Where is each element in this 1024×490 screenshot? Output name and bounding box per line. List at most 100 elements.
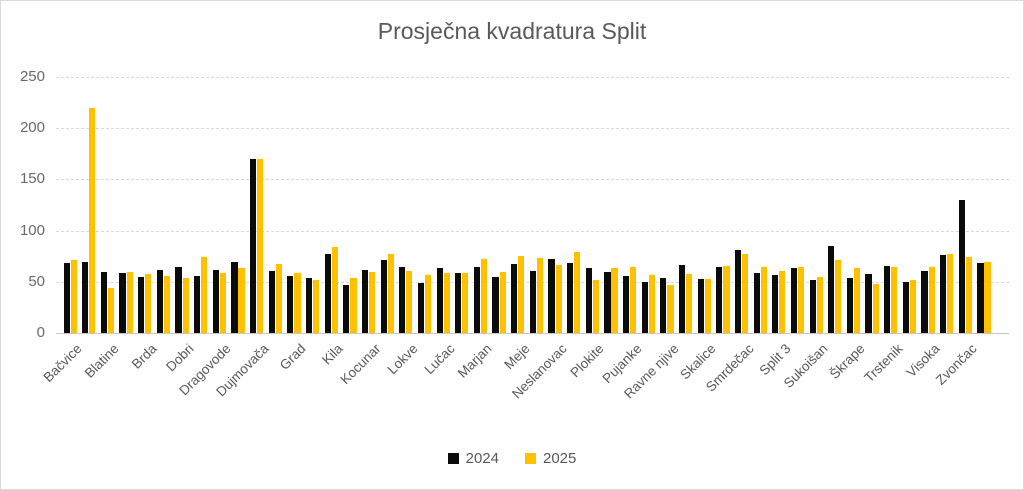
- bar-2024: [902, 281, 909, 333]
- bar-2025: [667, 284, 674, 333]
- y-axis-tick-label: 0: [36, 323, 45, 341]
- bar-2025: [499, 271, 506, 333]
- bar-2025: [294, 272, 301, 333]
- bar-2024: [156, 269, 163, 333]
- bar-2025: [816, 276, 823, 333]
- bar-2025: [797, 267, 805, 333]
- bar-2025: [686, 273, 693, 333]
- bar-2024: [305, 277, 313, 333]
- bar-2024: [399, 267, 406, 333]
- bar-2025: [872, 283, 879, 333]
- bar-2024: [511, 264, 518, 333]
- bar-2024: [958, 199, 965, 333]
- bar-2024: [175, 267, 182, 333]
- bar-2024: [884, 266, 891, 333]
- x-axis-line: [56, 333, 1009, 334]
- bar-2024: [846, 277, 853, 333]
- bar-2025: [984, 262, 991, 333]
- bar-2024: [977, 263, 984, 333]
- gridline: [56, 128, 1009, 130]
- bar-2025: [853, 268, 861, 333]
- bar-2025: [219, 272, 226, 333]
- bar-2025: [947, 254, 954, 333]
- bar-2024: [753, 272, 760, 333]
- bar-2025: [574, 252, 581, 333]
- bar-2025: [313, 279, 320, 333]
- bar-2025: [630, 267, 637, 333]
- bar-2024: [567, 263, 574, 333]
- bar-2025: [107, 287, 115, 333]
- bar-2025: [70, 260, 77, 333]
- bar-2024: [324, 254, 331, 333]
- bar-2024: [734, 250, 742, 333]
- bar-2024: [417, 282, 425, 333]
- bar-2025: [406, 270, 413, 333]
- legend-label-2024: 2024: [465, 450, 499, 467]
- bar-2025: [779, 270, 786, 333]
- bar-2025: [201, 257, 208, 333]
- bar-2024: [473, 267, 480, 333]
- bar-2025: [723, 266, 730, 333]
- bar-2025: [462, 272, 469, 333]
- bar-2024: [287, 275, 294, 333]
- bar-2024: [231, 262, 238, 333]
- bar-2024: [100, 271, 107, 333]
- bar-2024: [548, 259, 555, 333]
- legend-item-2024: 2024: [447, 450, 499, 467]
- bar-2025: [555, 265, 562, 333]
- bar-2025: [760, 267, 767, 333]
- bar-2024: [268, 270, 275, 333]
- bar-2024: [529, 270, 536, 333]
- y-axis-tick-label: 100: [19, 221, 45, 239]
- bar-2025: [965, 257, 972, 333]
- bar-2024: [585, 268, 592, 333]
- legend: 2024 2025: [1, 450, 1023, 467]
- bar-2025: [238, 268, 245, 333]
- bar-2024: [716, 267, 723, 333]
- bar-2024: [809, 279, 816, 333]
- bar-2025: [704, 278, 711, 333]
- bar-2024: [697, 278, 704, 333]
- bar-2024: [250, 158, 257, 333]
- bar-2025: [518, 256, 525, 333]
- bar-2024: [380, 260, 387, 333]
- bar-2024: [641, 281, 648, 333]
- legend-swatch-2024: [447, 453, 459, 464]
- bar-2024: [63, 263, 70, 333]
- chart-title: Prosječna kvadratura Split: [377, 18, 647, 44]
- bar-2024: [921, 270, 928, 333]
- bar-2025: [350, 277, 357, 333]
- bar-2024: [82, 262, 89, 333]
- bar-2025: [742, 254, 749, 333]
- bar-2025: [257, 158, 264, 333]
- bar-2024: [623, 275, 630, 333]
- y-axis-tick-label: 250: [19, 67, 45, 85]
- bar-2025: [909, 279, 917, 333]
- bar-2025: [145, 273, 152, 333]
- bar-2025: [891, 267, 898, 333]
- y-axis-tick-label: 50: [28, 272, 45, 290]
- bar-2025: [331, 246, 338, 333]
- bar-2025: [387, 254, 394, 333]
- bar-2024: [194, 275, 201, 333]
- bar-2024: [865, 273, 872, 333]
- bar-2024: [492, 276, 499, 333]
- gridline: [56, 179, 1009, 181]
- bar-2024: [604, 271, 611, 333]
- bar-2024: [678, 265, 686, 333]
- bar-2024: [660, 277, 667, 333]
- bar-2025: [369, 271, 376, 333]
- legend-label-2025: 2025: [543, 450, 577, 467]
- gridline: [56, 77, 1009, 78]
- gridline: [56, 230, 1009, 232]
- bar-2024: [455, 272, 462, 333]
- bar-2025: [480, 259, 488, 333]
- y-axis-tick-label: 200: [19, 119, 45, 137]
- bar-2024: [790, 268, 798, 333]
- bar-2025: [275, 264, 282, 333]
- bar-2025: [182, 277, 189, 333]
- bar-2025: [592, 279, 599, 333]
- bar-2024: [772, 274, 779, 333]
- bar-2025: [835, 260, 842, 333]
- bar-2025: [648, 274, 655, 333]
